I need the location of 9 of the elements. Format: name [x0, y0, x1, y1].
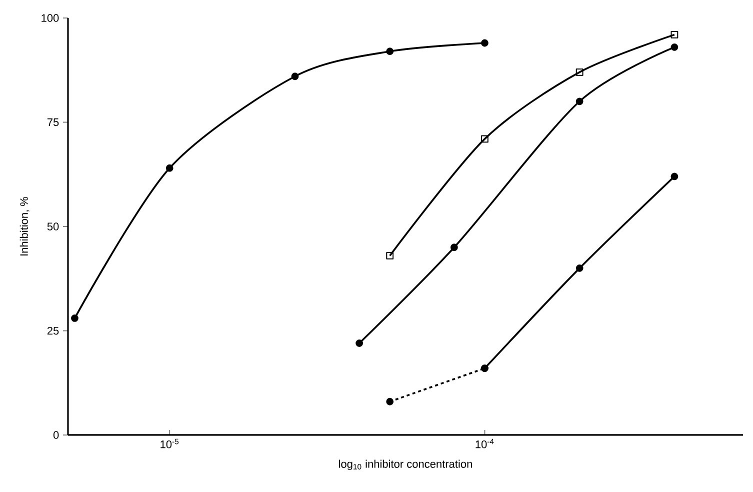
x-axis-title: log$_{10}$ inhibitor concentration — [339, 460, 472, 470]
y-tick-label: 75 — [47, 118, 59, 126]
y-tick-label: 25 — [47, 326, 59, 335]
y-tick-label: 100 — [42, 14, 59, 22]
x-tick-label: 10$^{-5}$ — [160, 438, 179, 448]
y-tick-label: 0 — [53, 431, 59, 439]
y-axis-title: Inhibition, % — [20, 196, 30, 256]
x-tick-label: 10$^{-4}$ — [476, 438, 494, 448]
y-tick-label: 50 — [47, 222, 59, 230]
